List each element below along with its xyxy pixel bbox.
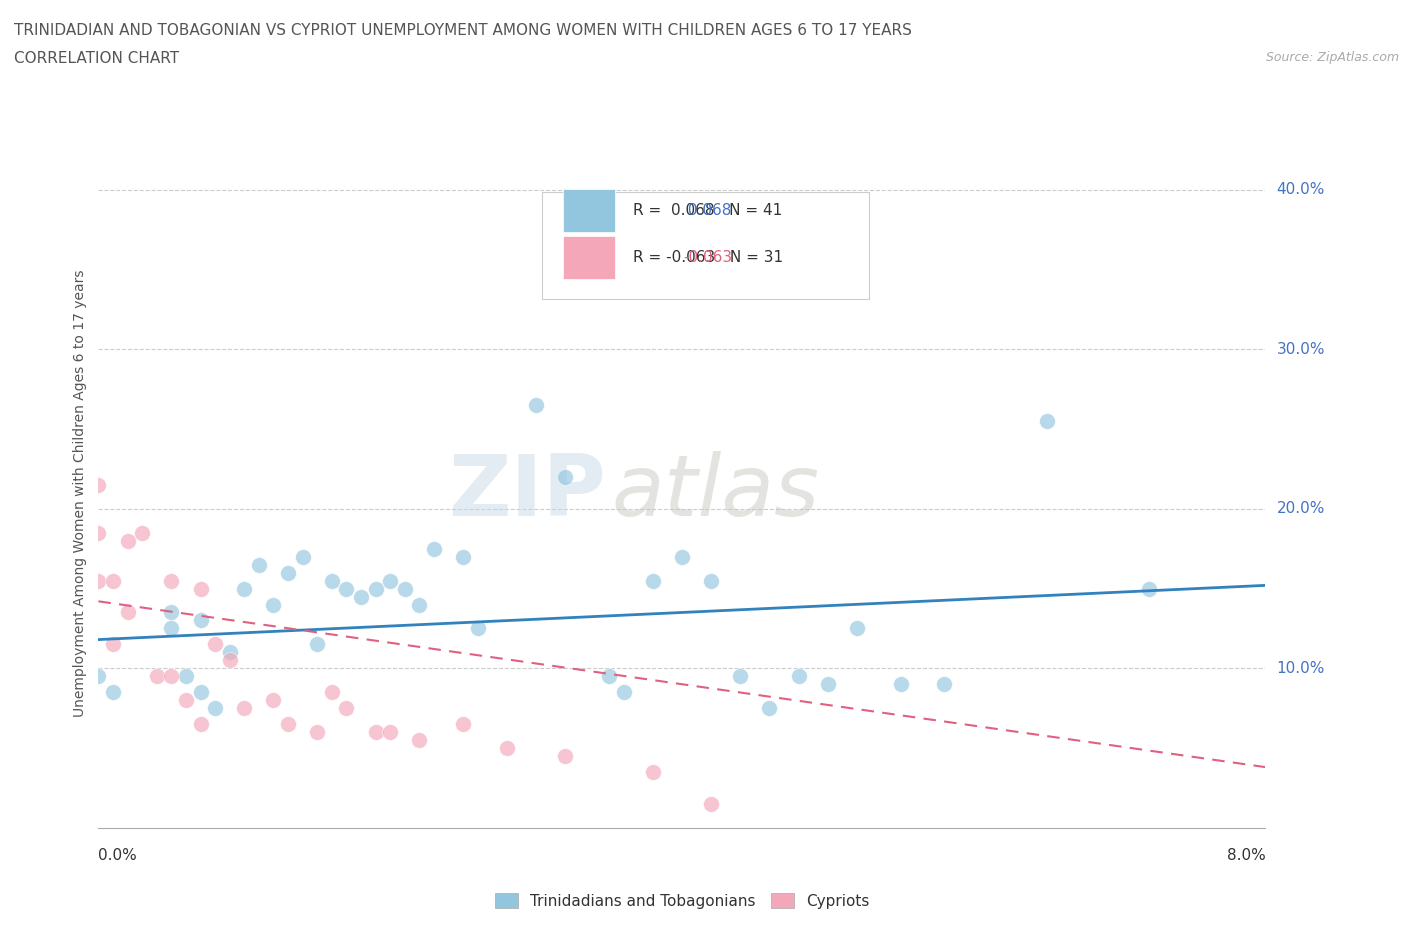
Point [160,621,183,636]
Point [335,581,357,596]
Point [321,684,343,699]
FancyBboxPatch shape [562,189,616,232]
Text: 0.0%: 0.0% [98,848,138,863]
Point [87,525,110,540]
Point [1137,581,1160,596]
Y-axis label: Unemployment Among Women with Children Ages 6 to 17 years: Unemployment Among Women with Children A… [73,269,87,717]
Text: 0.068: 0.068 [683,203,731,218]
Text: atlas: atlas [612,451,820,535]
Point [291,550,314,565]
Point [307,637,329,652]
Point [160,573,183,588]
Text: TRINIDADIAN AND TOBAGONIAN VS CYPRIOT UNEMPLOYMENT AMONG WOMEN WITH CHILDREN AGE: TRINIDADIAN AND TOBAGONIAN VS CYPRIOT UN… [14,23,912,38]
Point [451,550,474,565]
Point [101,573,124,588]
Point [378,724,402,739]
Point [350,589,373,604]
Point [233,581,256,596]
Point [598,669,620,684]
Point [728,669,751,684]
Point [204,700,226,715]
Point [277,565,299,580]
Point [641,764,664,779]
Point [408,597,430,612]
Text: 8.0%: 8.0% [1226,848,1265,863]
Point [394,581,416,596]
Point [190,717,212,732]
Point [101,684,124,699]
Point [467,621,489,636]
Text: Source: ZipAtlas.com: Source: ZipAtlas.com [1265,51,1399,64]
Point [934,677,956,692]
Point [524,398,547,413]
Point [87,573,110,588]
Point [321,573,343,588]
FancyBboxPatch shape [541,192,869,299]
Point [307,724,329,739]
Point [190,581,212,596]
Point [612,684,634,699]
Point [262,597,284,612]
Text: 40.0%: 40.0% [1277,182,1324,197]
Point [364,724,387,739]
Point [700,573,723,588]
Point [554,470,576,485]
Point [408,733,430,748]
Point [218,644,240,659]
Point [890,677,912,692]
Point [87,477,110,492]
Point [218,653,240,668]
FancyBboxPatch shape [562,236,616,279]
Point [190,684,212,699]
Point [1035,414,1057,429]
Text: 10.0%: 10.0% [1277,661,1324,676]
Point [117,533,139,548]
Point [451,717,474,732]
Point [364,581,387,596]
Point [160,669,183,684]
Point [233,700,256,715]
Point [277,717,299,732]
Point [378,573,402,588]
Point [160,605,183,620]
Point [204,637,226,652]
Point [554,749,576,764]
Point [335,700,357,715]
Text: R =  0.068   N = 41: R = 0.068 N = 41 [633,203,782,218]
Text: 20.0%: 20.0% [1277,501,1324,516]
Point [174,693,197,708]
Point [817,677,839,692]
Point [758,700,780,715]
Point [671,550,693,565]
Text: -0.063: -0.063 [683,250,733,265]
Point [146,669,169,684]
Text: 30.0%: 30.0% [1277,342,1324,357]
Text: ZIP: ZIP [449,451,606,535]
Text: CORRELATION CHART: CORRELATION CHART [14,51,179,66]
Point [496,740,519,755]
Point [423,541,446,556]
Legend: Trinidadians and Tobagonians, Cypriots: Trinidadians and Tobagonians, Cypriots [488,886,876,915]
Point [117,605,139,620]
Point [131,525,153,540]
Point [190,613,212,628]
Point [700,796,723,811]
Point [174,669,197,684]
Point [262,693,284,708]
Point [787,669,810,684]
Point [641,573,664,588]
Text: R = -0.063   N = 31: R = -0.063 N = 31 [633,250,783,265]
Point [247,557,270,572]
Point [101,637,124,652]
Point [845,621,868,636]
Point [87,669,110,684]
